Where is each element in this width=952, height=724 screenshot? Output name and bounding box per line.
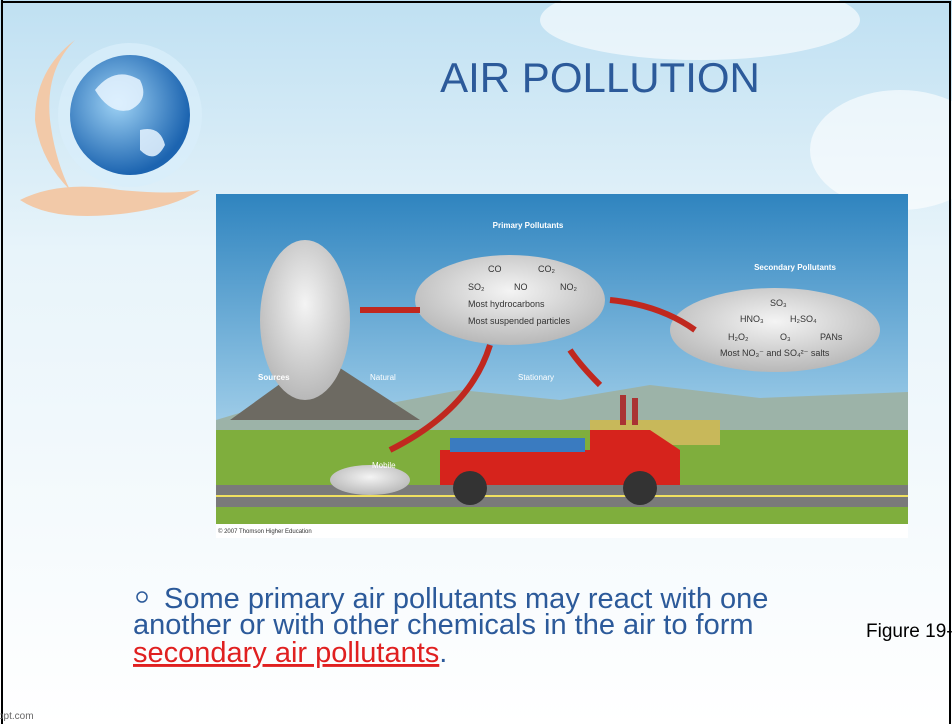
secondary-item: H₂SO₄ <box>790 314 817 324</box>
primary-item: NO <box>514 282 528 292</box>
bullet-end: . <box>439 637 447 669</box>
figure-credit: © 2007 Thomson Higher Education <box>218 528 312 535</box>
mobile-label: Mobile <box>372 461 396 470</box>
figure: Primary Pollutants CO CO₂ SO₂ NO NO₂ Mos… <box>216 194 908 538</box>
primary-item: CO₂ <box>538 264 556 274</box>
secondary-heading: Secondary Pollutants <box>754 263 836 272</box>
primary-item: NO₂ <box>560 282 578 292</box>
figure-caption: Figure 19-3 <box>866 621 952 642</box>
footer: ppt.com <box>0 711 34 722</box>
sources-label: Sources <box>258 373 290 382</box>
secondary-item: O₃ <box>780 332 791 342</box>
secondary-item: HNO₃ <box>740 314 764 324</box>
secondary-item: SO₃ <box>770 298 787 308</box>
primary-heading: Primary Pollutants <box>493 221 564 230</box>
secondary-item: H₂O₂ <box>728 332 749 342</box>
secondary-item: PANs <box>820 332 843 342</box>
primary-item: Most suspended particles <box>468 316 571 326</box>
bullet-text: secondary air pollutants. <box>133 637 447 669</box>
secondary-item: Most NO₃⁻ and SO₄²⁻ salts <box>720 348 830 358</box>
natural-label: Natural <box>370 373 396 382</box>
primary-item: Most hydrocarbons <box>468 299 545 309</box>
stationary-label: Stationary <box>518 373 554 382</box>
slide: AIR POLLUTION Primary Pollutants CO CO₂ … <box>0 0 952 724</box>
slide-title: AIR POLLUTION <box>440 54 760 101</box>
primary-item: CO <box>488 264 502 274</box>
bullet-link[interactable]: secondary air pollutants <box>133 637 439 669</box>
primary-item: SO₂ <box>468 282 485 292</box>
